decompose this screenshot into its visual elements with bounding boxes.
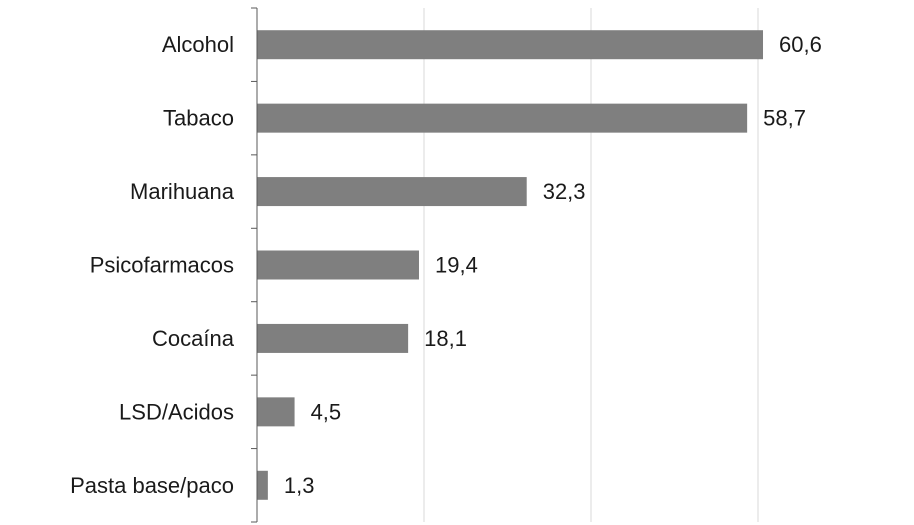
data-label: 19,4: [435, 253, 478, 278]
data-label: 1,3: [284, 473, 315, 498]
data-label: 60,6: [779, 32, 822, 57]
category-labels: Alcohol Tabaco Marihuana Psicofarmacos Cocaí…: [70, 32, 235, 498]
bar-3: [257, 177, 527, 207]
category-label: Cocaína: [152, 326, 235, 351]
category-label: Pasta base/paco: [70, 473, 234, 498]
bar-5: [257, 323, 409, 353]
bars: [257, 30, 764, 500]
category-label: Marihuana: [130, 179, 235, 204]
data-label: 18,1: [424, 326, 467, 351]
category-label: LSD/Acidos: [119, 399, 234, 424]
bar-2: [257, 103, 748, 133]
category-label: Tabaco: [163, 106, 234, 131]
category-label: Psicofarmacos: [90, 253, 234, 278]
grid: [423, 8, 759, 522]
category-label: Alcohol: [162, 32, 234, 57]
y-axis: [251, 7, 258, 523]
bar-4: [257, 250, 419, 280]
bar-7: [257, 470, 268, 500]
bar-1: [257, 30, 764, 60]
value-labels: 60,6 58,7 32,3 19,4 18,1 4,5 1,3: [284, 32, 822, 498]
data-label: 32,3: [543, 179, 586, 204]
bar-6: [257, 397, 295, 427]
data-label: 4,5: [311, 399, 342, 424]
data-label: 58,7: [763, 106, 806, 131]
